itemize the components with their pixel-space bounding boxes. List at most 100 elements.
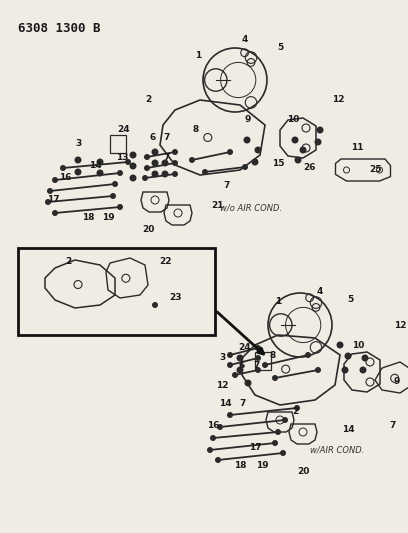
Circle shape	[255, 367, 261, 373]
Text: 7: 7	[164, 154, 170, 163]
Bar	[255, 352, 271, 370]
Bar	[18, 248, 215, 335]
Circle shape	[125, 159, 131, 165]
Text: 12: 12	[332, 95, 344, 104]
Text: w/o AIR COND.: w/o AIR COND.	[220, 204, 282, 213]
Circle shape	[237, 354, 244, 361]
Circle shape	[110, 193, 116, 199]
Circle shape	[152, 302, 158, 308]
Circle shape	[144, 165, 150, 171]
Circle shape	[295, 157, 302, 164]
Circle shape	[45, 199, 51, 205]
Text: 7: 7	[224, 181, 230, 190]
Text: 24: 24	[239, 343, 251, 352]
Circle shape	[282, 417, 288, 423]
Text: 17: 17	[249, 443, 261, 453]
Text: 10: 10	[287, 116, 299, 125]
Circle shape	[227, 362, 233, 368]
Text: 12: 12	[216, 381, 228, 390]
Circle shape	[317, 126, 324, 133]
Text: 7: 7	[254, 360, 260, 369]
Circle shape	[275, 429, 281, 435]
Circle shape	[129, 174, 137, 182]
Text: 21: 21	[212, 200, 224, 209]
Text: 12: 12	[394, 320, 406, 329]
Text: 2: 2	[145, 95, 151, 104]
Circle shape	[151, 149, 158, 156]
Text: 14: 14	[89, 160, 101, 169]
Circle shape	[255, 355, 261, 361]
Circle shape	[359, 367, 366, 374]
Text: 3: 3	[219, 353, 225, 362]
Text: 16: 16	[207, 421, 219, 430]
Circle shape	[361, 354, 368, 361]
Circle shape	[305, 352, 311, 358]
Text: 7: 7	[164, 133, 170, 142]
Text: 14: 14	[341, 425, 354, 434]
Circle shape	[262, 362, 268, 368]
Circle shape	[75, 157, 82, 164]
Circle shape	[112, 181, 118, 187]
Circle shape	[255, 147, 262, 154]
Text: 25: 25	[369, 166, 381, 174]
Text: 26: 26	[304, 164, 316, 173]
Circle shape	[142, 175, 148, 181]
Circle shape	[272, 375, 278, 381]
Circle shape	[232, 372, 238, 378]
Circle shape	[215, 457, 221, 463]
Circle shape	[299, 147, 306, 154]
Circle shape	[315, 139, 322, 146]
Circle shape	[129, 163, 137, 169]
Text: 2: 2	[65, 257, 71, 266]
Circle shape	[244, 136, 251, 143]
Circle shape	[272, 440, 278, 446]
Circle shape	[244, 379, 251, 386]
Text: 23: 23	[169, 294, 181, 303]
Text: 22: 22	[159, 257, 171, 266]
Circle shape	[151, 171, 158, 177]
Text: 6308 1300 B: 6308 1300 B	[18, 22, 100, 35]
Circle shape	[117, 204, 123, 210]
Circle shape	[227, 149, 233, 155]
Bar	[110, 135, 126, 153]
Text: 10: 10	[352, 341, 364, 350]
Circle shape	[255, 345, 261, 351]
Circle shape	[217, 424, 223, 430]
Text: 8: 8	[193, 125, 199, 134]
Circle shape	[291, 136, 299, 143]
Circle shape	[60, 165, 66, 171]
Text: 2: 2	[292, 408, 298, 416]
Circle shape	[207, 447, 213, 453]
Text: 24: 24	[118, 125, 130, 134]
Circle shape	[227, 352, 233, 358]
Circle shape	[344, 352, 352, 359]
Circle shape	[97, 169, 104, 176]
Text: 6: 6	[150, 133, 156, 142]
Circle shape	[242, 164, 248, 170]
Circle shape	[172, 171, 178, 177]
Text: w/AIR COND.: w/AIR COND.	[310, 446, 364, 455]
Text: 16: 16	[59, 174, 71, 182]
Text: 20: 20	[297, 467, 309, 477]
Circle shape	[47, 188, 53, 194]
Text: 7: 7	[390, 421, 396, 430]
Text: 18: 18	[234, 461, 246, 470]
Circle shape	[162, 171, 169, 177]
Text: 9: 9	[394, 377, 400, 386]
Text: 15: 15	[272, 158, 284, 167]
Circle shape	[189, 157, 195, 163]
Text: 20: 20	[142, 225, 154, 235]
Circle shape	[294, 405, 300, 411]
Text: 13: 13	[116, 154, 128, 163]
Circle shape	[52, 210, 58, 216]
Text: 9: 9	[245, 116, 251, 125]
Text: 1: 1	[275, 297, 281, 306]
Circle shape	[280, 450, 286, 456]
Text: 7: 7	[240, 399, 246, 408]
Circle shape	[151, 159, 158, 166]
Text: 19: 19	[256, 461, 268, 470]
Text: 4: 4	[242, 36, 248, 44]
Circle shape	[172, 160, 178, 166]
Circle shape	[117, 170, 123, 176]
Text: 19: 19	[102, 214, 114, 222]
